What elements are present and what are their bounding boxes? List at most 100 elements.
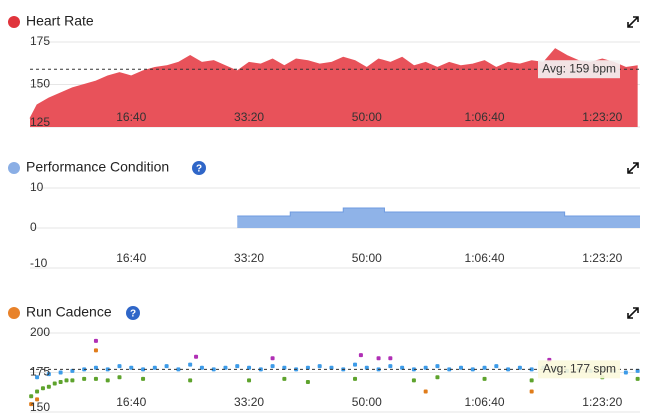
cadence-point (129, 365, 134, 370)
help-icon[interactable] (192, 161, 206, 175)
cadence-point (105, 367, 110, 372)
cadence-point (411, 367, 416, 372)
cadence-point (194, 354, 199, 359)
cadence-point (364, 365, 369, 370)
cadence-point (117, 375, 122, 380)
cadence-point (82, 376, 87, 381)
cadence-point (282, 376, 287, 381)
avg-label-bg (538, 60, 620, 79)
title-dot (8, 307, 20, 319)
y-tick-label: -10 (30, 256, 48, 270)
cadence-point (35, 397, 40, 402)
cadence-point (411, 378, 416, 383)
cadence-point (317, 364, 322, 369)
cadence-point (358, 353, 363, 358)
cadence-point (93, 348, 98, 353)
cadence-point (141, 367, 146, 372)
x-tick-label: 33:20 (234, 251, 264, 265)
cadence-point (199, 365, 204, 370)
cadence-point (188, 362, 193, 367)
cadence-point (270, 356, 275, 361)
x-tick-label: 16:40 (116, 395, 146, 409)
expand-icons[interactable] (627, 16, 639, 319)
x-tick-label: 50:00 (352, 110, 382, 124)
cadence-point (164, 364, 169, 369)
area-line (237, 207, 640, 217)
chart-title: Run Cadence (26, 304, 112, 320)
cadence-point (423, 365, 428, 370)
cadence-point (58, 370, 63, 375)
cadence-point (623, 370, 628, 375)
cadence-point (635, 368, 640, 373)
cadence-point (64, 378, 69, 383)
cadence-point (58, 379, 63, 384)
x-tick-label: 16:40 (116, 251, 146, 265)
title-dot (8, 162, 20, 174)
cadence-point (93, 376, 98, 381)
area-fill (30, 48, 638, 127)
cadence-point (376, 356, 381, 361)
cadence-point (93, 365, 98, 370)
cadence-point (353, 362, 358, 367)
cadence-point (459, 365, 464, 370)
y-tick-label: 150 (30, 400, 50, 414)
x-tick-label: 16:40 (116, 110, 146, 124)
cadence-point (46, 372, 51, 377)
chart-panel: Heart Rate 175 150 125 16:40 33:20 50:00 1:06:4… (8, 13, 640, 129)
x-tick-label: 1:23:20 (582, 395, 622, 409)
x-tick-label: 33:20 (234, 110, 264, 124)
cadence-point (93, 338, 98, 343)
cadence-point (35, 375, 40, 380)
chart-panel: Performance Condition ? 10 0 -10 16:40 33:20 50… (8, 159, 641, 270)
help-icon[interactable] (126, 306, 140, 320)
cadence-point (176, 367, 181, 372)
avg-label: Avg: 159 bpm (542, 61, 616, 75)
cadence-point (282, 365, 287, 370)
cadence-point (482, 365, 487, 370)
y-tick-label: 200 (30, 325, 50, 339)
cadence-point (435, 375, 440, 380)
cadence-point (435, 364, 440, 369)
cadence-point (141, 376, 146, 381)
cadence-point (423, 389, 428, 394)
x-tick-label: 1:06:40 (465, 395, 505, 409)
cadence-point (46, 384, 51, 389)
cadence-point (388, 356, 393, 361)
cadence-point (188, 378, 193, 383)
cadence-point (447, 367, 452, 372)
x-tick-label: 1:06:40 (465, 251, 505, 265)
cadence-point (247, 378, 252, 383)
avg-label-bg (538, 360, 620, 379)
y-tick-label: 0 (30, 220, 37, 234)
x-tick-label: 1:23:20 (582, 251, 622, 265)
chart-title: Heart Rate (26, 13, 94, 29)
cadence-point (117, 364, 122, 369)
cadence-point (40, 386, 45, 391)
y-tick-label: 175 (30, 365, 50, 379)
x-tick-label: 50:00 (352, 395, 382, 409)
cadence-point (152, 365, 157, 370)
cadence-point (211, 367, 216, 372)
y-tick-label: 175 (30, 34, 50, 48)
cadence-point (29, 402, 34, 407)
cadence-point (529, 389, 534, 394)
area-fill (237, 208, 641, 228)
cadence-point (305, 379, 310, 384)
area-line (29, 48, 638, 119)
y-tick-label: 10 (30, 180, 44, 194)
cadence-point (635, 376, 640, 381)
cadence-point (482, 376, 487, 381)
cadence-point (223, 365, 228, 370)
x-tick-label: 1:06:40 (465, 110, 505, 124)
cadence-point (529, 367, 534, 372)
cadence-point (305, 365, 310, 370)
cadence-point (329, 365, 334, 370)
x-tick-label: 33:20 (234, 395, 264, 409)
cadence-point (105, 378, 110, 383)
y-tick-label: 150 (30, 77, 50, 91)
cadence-point (35, 389, 40, 394)
cadence-point (400, 365, 405, 370)
cadence-point (353, 376, 358, 381)
y-tick-label: 125 (30, 115, 50, 129)
